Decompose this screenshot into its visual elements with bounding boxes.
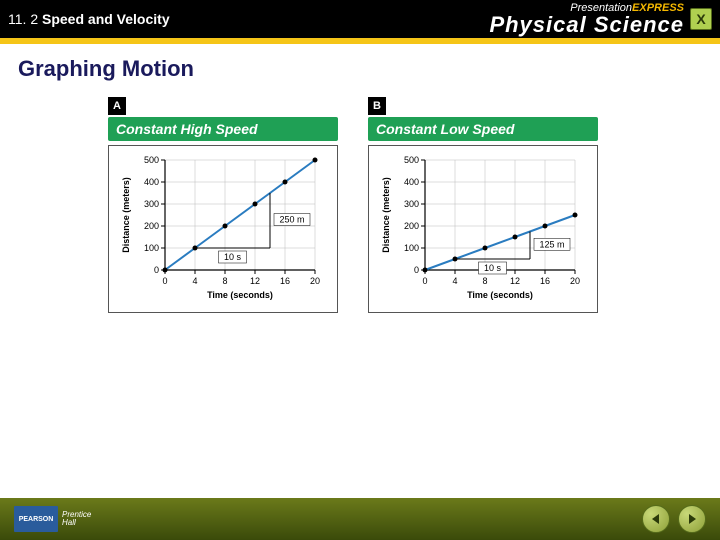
- chart-b-title: Constant Low Speed: [368, 117, 598, 141]
- svg-text:Distance (meters): Distance (meters): [381, 177, 391, 253]
- svg-text:20: 20: [570, 276, 580, 286]
- nav-arrows: [642, 505, 706, 533]
- svg-text:16: 16: [540, 276, 550, 286]
- svg-text:16: 16: [280, 276, 290, 286]
- svg-text:10 s: 10 s: [484, 263, 502, 273]
- charts-row: A Constant High Speed 048121620010020030…: [18, 96, 702, 313]
- svg-text:250 m: 250 m: [279, 215, 304, 225]
- svg-text:500: 500: [144, 155, 159, 165]
- pearson-logo: PEARSON Prentice Hall: [14, 506, 91, 532]
- svg-text:Time (seconds): Time (seconds): [207, 290, 273, 300]
- svg-text:500: 500: [404, 155, 419, 165]
- svg-text:125 m: 125 m: [539, 239, 564, 249]
- content-area: Graphing Motion A Constant High Speed 0 4…: [0, 44, 720, 498]
- nav-next-button[interactable]: [678, 505, 706, 533]
- chapter-number: 11. 2: [8, 11, 38, 27]
- svg-text:20: 20: [310, 276, 320, 286]
- svg-text:400: 400: [144, 177, 159, 187]
- svg-text:8: 8: [482, 276, 487, 286]
- brand-subject: Physical Science: [489, 14, 684, 36]
- svg-text:200: 200: [144, 221, 159, 231]
- svg-text:Time (seconds): Time (seconds): [467, 290, 533, 300]
- triangle-left-icon: [650, 513, 662, 525]
- svg-text:300: 300: [404, 199, 419, 209]
- svg-text:Distance (meters): Distance (meters): [121, 177, 131, 253]
- svg-text:0: 0: [162, 276, 167, 286]
- svg-text:200: 200: [404, 221, 419, 231]
- svg-text:0: 0: [414, 265, 419, 275]
- svg-text:0: 0: [154, 265, 159, 275]
- header-right: PresentationEXPRESS Physical Science X: [489, 3, 712, 36]
- chart-b-svg: 0481216200100200300400500Distance (meter…: [377, 154, 587, 304]
- close-button[interactable]: X: [690, 8, 712, 30]
- chapter-title: 11. 2 Speed and Velocity: [8, 11, 170, 27]
- chart-a-box: 0481216200100200300400500Distance (meter…: [108, 145, 338, 313]
- brand-block: PresentationEXPRESS Physical Science: [489, 3, 684, 36]
- header-bar: 11. 2 Speed and Velocity PresentationEXP…: [0, 0, 720, 38]
- header-left: 11. 2 Speed and Velocity: [8, 11, 170, 27]
- svg-text:12: 12: [510, 276, 520, 286]
- nav-prev-button[interactable]: [642, 505, 670, 533]
- svg-text:8: 8: [222, 276, 227, 286]
- section-title: Graphing Motion: [18, 56, 702, 82]
- svg-text:400: 400: [404, 177, 419, 187]
- triangle-right-icon: [686, 513, 698, 525]
- chart-b-letter: B: [368, 97, 386, 115]
- chart-a-svg: 0481216200100200300400500Distance (meter…: [117, 154, 327, 304]
- chart-a-letter: A: [108, 97, 126, 115]
- pearson-box: PEARSON: [14, 506, 58, 532]
- svg-text:10 s: 10 s: [224, 252, 242, 262]
- svg-text:4: 4: [452, 276, 457, 286]
- chart-a-title: Constant High Speed: [108, 117, 338, 141]
- chapter-name: Speed and Velocity: [42, 11, 170, 27]
- chart-b-panel: B Constant Low Speed 0481216200100200300…: [368, 96, 598, 313]
- svg-text:100: 100: [144, 243, 159, 253]
- prentice-hall: Prentice Hall: [62, 511, 91, 527]
- svg-text:12: 12: [250, 276, 260, 286]
- chart-b-box: 0481216200100200300400500Distance (meter…: [368, 145, 598, 313]
- chart-a-panel: A Constant High Speed 048121620010020030…: [108, 96, 338, 313]
- svg-text:4: 4: [192, 276, 197, 286]
- svg-text:0: 0: [422, 276, 427, 286]
- footer-bar: PEARSON Prentice Hall: [0, 498, 720, 540]
- svg-text:100: 100: [404, 243, 419, 253]
- svg-text:300: 300: [144, 199, 159, 209]
